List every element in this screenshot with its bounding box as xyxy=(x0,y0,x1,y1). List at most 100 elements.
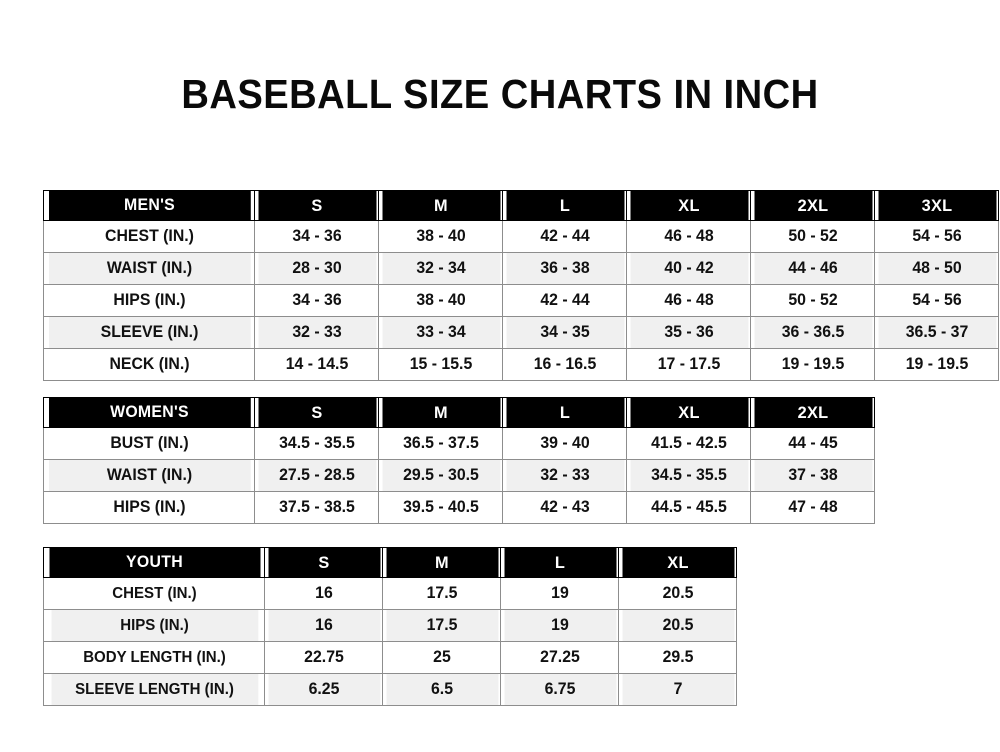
measurement-cell: 20.5 xyxy=(620,577,735,610)
row-label: HIPS (IN.) xyxy=(49,609,259,642)
measurement-cell: 7 xyxy=(620,673,735,706)
womens-table-header: WOMEN'S S M L XL 2XL xyxy=(44,397,875,428)
header-row: MEN'S S M L XL 2XL 3XL xyxy=(44,190,999,221)
measurement-cell: 36 - 36.5 xyxy=(752,316,873,349)
youth-table-title-cell: YOUTH xyxy=(47,547,261,578)
measurement-cell: 19 xyxy=(502,577,617,610)
measurement-cell: 34.5 - 35.5 xyxy=(256,427,377,460)
page-title: BASEBALL SIZE CHARTS IN INCH xyxy=(181,71,819,117)
table-row: BODY LENGTH (IN.) 22.75 25 27.25 29.5 xyxy=(44,641,737,674)
mens-column-header-m: M xyxy=(380,190,501,221)
row-label: WAIST (IN.) xyxy=(47,252,251,285)
row-label: CHEST (IN.) xyxy=(49,577,259,610)
youth-column-header-m: M xyxy=(384,547,499,578)
mens-column-header-2xl: 2XL xyxy=(752,190,873,221)
measurement-cell: 48 - 50 xyxy=(876,252,997,285)
measurement-cell: 16 - 16.5 xyxy=(504,348,625,381)
row-label: HIPS (IN.) xyxy=(47,491,251,524)
measurement-cell: 32 - 33 xyxy=(504,459,625,492)
measurement-cell: 37 - 38 xyxy=(752,459,873,492)
measurement-cell: 27.25 xyxy=(502,641,617,674)
row-label: BODY LENGTH (IN.) xyxy=(49,641,259,674)
measurement-cell: 40 - 42 xyxy=(628,252,749,285)
measurement-cell: 44 - 45 xyxy=(752,427,873,460)
row-label: SLEEVE (IN.) xyxy=(47,316,251,349)
row-label: BUST (IN.) xyxy=(47,427,251,460)
mens-column-header-3xl: 3XL xyxy=(876,190,997,221)
table-row: WAIST (IN.) 27.5 - 28.5 29.5 - 30.5 32 - 33… xyxy=(44,459,875,492)
table-row: HIPS (IN.) 37.5 - 38.5 39.5 - 40.5 42 - 43 4… xyxy=(44,491,875,524)
measurement-cell: 54 - 56 xyxy=(876,220,997,253)
measurement-cell: 20.5 xyxy=(620,609,735,642)
measurement-cell: 38 - 40 xyxy=(380,220,501,253)
measurement-cell: 38 - 40 xyxy=(380,284,501,317)
measurement-cell: 17.5 xyxy=(384,577,499,610)
mens-column-header-xl: XL xyxy=(628,190,749,221)
measurement-cell: 50 - 52 xyxy=(752,284,873,317)
youth-table-body: CHEST (IN.) 16 17.5 19 20.5 HIPS (IN.) 16 17.5 1… xyxy=(44,577,737,706)
measurement-cell: 6.75 xyxy=(502,673,617,706)
measurement-cell: 29.5 xyxy=(620,641,735,674)
measurement-cell: 36.5 - 37 xyxy=(876,316,997,349)
measurement-cell: 34.5 - 35.5 xyxy=(628,459,749,492)
measurement-cell: 17 - 17.5 xyxy=(628,348,749,381)
measurement-cell: 19 - 19.5 xyxy=(752,348,873,381)
header-row: WOMEN'S S M L XL 2XL xyxy=(44,397,875,428)
measurement-cell: 36 - 38 xyxy=(504,252,625,285)
measurement-cell: 47 - 48 xyxy=(752,491,873,524)
womens-column-header-l: L xyxy=(504,397,625,428)
womens-column-header-m: M xyxy=(380,397,501,428)
measurement-cell: 19 xyxy=(502,609,617,642)
measurement-cell: 17.5 xyxy=(384,609,499,642)
measurement-cell: 42 - 43 xyxy=(504,491,625,524)
measurement-cell: 25 xyxy=(384,641,499,674)
mens-table-header: MEN'S S M L XL 2XL 3XL xyxy=(44,190,999,221)
measurement-cell: 39.5 - 40.5 xyxy=(380,491,501,524)
measurement-cell: 34 - 36 xyxy=(256,284,377,317)
mens-table-title-cell: MEN'S xyxy=(47,190,251,221)
youth-size-table: YOUTH S M L XL CHEST (IN.) 16 17.5 19 20.5 HIPS (… xyxy=(43,547,737,706)
measurement-cell: 46 - 48 xyxy=(628,220,749,253)
measurement-cell: 46 - 48 xyxy=(628,284,749,317)
mens-size-table: MEN'S S M L XL 2XL 3XL CHEST (IN.) 34 - 36 38 - … xyxy=(43,190,999,381)
table-row: HIPS (IN.) 34 - 36 38 - 40 42 - 44 46 - 48 50… xyxy=(44,284,999,317)
measurement-cell: 28 - 30 xyxy=(256,252,377,285)
womens-column-header-2xl: 2XL xyxy=(752,397,873,428)
measurement-cell: 16 xyxy=(266,577,381,610)
table-row: CHEST (IN.) 16 17.5 19 20.5 xyxy=(44,577,737,610)
youth-column-header-s: S xyxy=(266,547,381,578)
measurement-cell: 27.5 - 28.5 xyxy=(256,459,377,492)
womens-column-header-xl: XL xyxy=(628,397,749,428)
measurement-cell: 41.5 - 42.5 xyxy=(628,427,749,460)
womens-table-title-cell: WOMEN'S xyxy=(47,397,251,428)
table-row: BUST (IN.) 34.5 - 35.5 36.5 - 37.5 39 - 40 4… xyxy=(44,427,875,460)
measurement-cell: 42 - 44 xyxy=(504,284,625,317)
row-label: HIPS (IN.) xyxy=(47,284,251,317)
row-label: WAIST (IN.) xyxy=(47,459,251,492)
row-label: NECK (IN.) xyxy=(47,348,251,381)
measurement-cell: 39 - 40 xyxy=(504,427,625,460)
youth-column-header-xl: XL xyxy=(620,547,735,578)
table-row: NECK (IN.) 14 - 14.5 15 - 15.5 16 - 16.5 17 … xyxy=(44,348,999,381)
measurement-cell: 42 - 44 xyxy=(504,220,625,253)
table-row: SLEEVE LENGTH (IN.) 6.25 6.5 6.75 7 xyxy=(44,673,737,706)
measurement-cell: 19 - 19.5 xyxy=(876,348,997,381)
womens-size-table: WOMEN'S S M L XL 2XL BUST (IN.) 34.5 - 35.5 36.… xyxy=(43,397,875,524)
table-row: WAIST (IN.) 28 - 30 32 - 34 36 - 38 40 - 42 4… xyxy=(44,252,999,285)
measurement-cell: 34 - 35 xyxy=(504,316,625,349)
measurement-cell: 14 - 14.5 xyxy=(256,348,377,381)
table-row: SLEEVE (IN.) 32 - 33 33 - 34 34 - 35 35 - 36… xyxy=(44,316,999,349)
measurement-cell: 35 - 36 xyxy=(628,316,749,349)
measurement-cell: 32 - 33 xyxy=(256,316,377,349)
mens-column-header-l: L xyxy=(504,190,625,221)
youth-column-header-l: L xyxy=(502,547,617,578)
measurement-cell: 29.5 - 30.5 xyxy=(380,459,501,492)
measurement-cell: 50 - 52 xyxy=(752,220,873,253)
womens-table-body: BUST (IN.) 34.5 - 35.5 36.5 - 37.5 39 - 40 4… xyxy=(44,427,875,524)
measurement-cell: 32 - 34 xyxy=(380,252,501,285)
measurement-cell: 33 - 34 xyxy=(380,316,501,349)
measurement-cell: 37.5 - 38.5 xyxy=(256,491,377,524)
measurement-cell: 36.5 - 37.5 xyxy=(380,427,501,460)
row-label: CHEST (IN.) xyxy=(47,220,251,253)
